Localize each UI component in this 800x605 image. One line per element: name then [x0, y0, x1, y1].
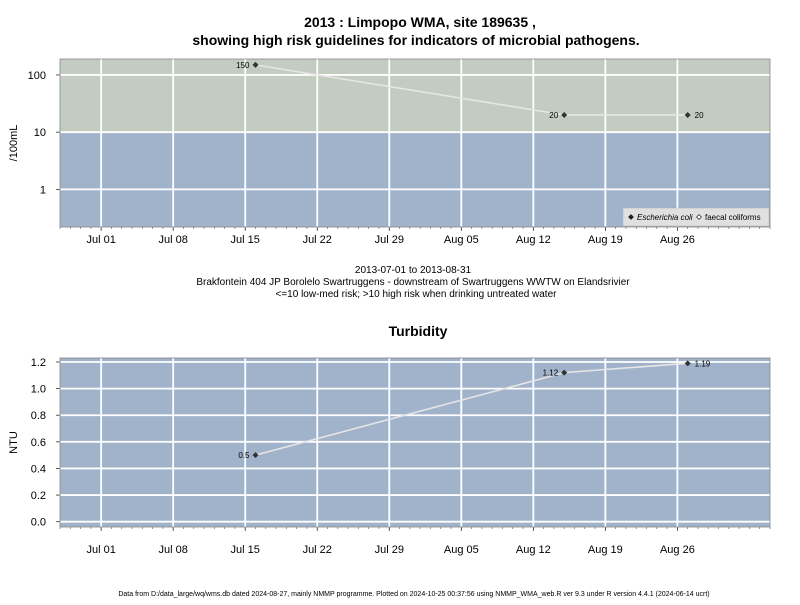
- x-tick-label: Jul 08: [159, 234, 188, 246]
- legend-marker-filled-diamond: [628, 214, 634, 220]
- data-point: [252, 61, 259, 68]
- y-tick-label: 0.6: [31, 437, 46, 449]
- x-tick-label: Jul 29: [375, 234, 404, 246]
- y-tick-label: 0.2: [31, 490, 46, 502]
- x-tick-label: Aug 05: [444, 234, 479, 246]
- x-tick-label: Jul 15: [231, 234, 260, 246]
- x-tick-label: Jul 15: [231, 544, 260, 556]
- data-label: 0.5: [238, 451, 250, 460]
- y-tick-label: 1.0: [31, 384, 46, 396]
- caption-site-description: Brakfontein 404 JP Borolelo Swartruggens…: [196, 277, 630, 288]
- caption-risk-note: <=10 low-med risk; >10 high risk when dr…: [276, 289, 558, 300]
- main-title-line1: 2013 : Limpopo WMA, site 189635 ,: [304, 14, 536, 30]
- y-tick-label: 0.0: [31, 517, 46, 529]
- data-point: [561, 369, 568, 376]
- y-tick-label: 0.4: [31, 463, 46, 475]
- y-axis-label: /100mL: [8, 125, 20, 162]
- data-point: [684, 111, 691, 118]
- data-label: 1.12: [543, 369, 559, 378]
- x-tick-label: Aug 19: [588, 234, 623, 246]
- legend-label: Escherichia coli: [637, 213, 693, 222]
- x-tick-label: Aug 12: [516, 234, 551, 246]
- x-tick-label: Aug 05: [444, 544, 479, 556]
- data-label: 1.19: [695, 359, 711, 368]
- x-tick-label: Aug 19: [588, 544, 623, 556]
- legend: Escherichia coli faecal coliforms: [622, 207, 770, 227]
- y-tick-label: 100: [28, 70, 46, 82]
- panel-title: Turbidity: [389, 323, 448, 339]
- ecoli-panel: Jul 01 Jul 08 Jul 15 Jul 22 Jul 29 Aug 05 Aug …: [8, 58, 771, 246]
- legend-marker-open-diamond: [696, 214, 702, 220]
- x-tick-label: Jul 01: [86, 234, 115, 246]
- caption-date-range: 2013-07-01 to 2013-08-31: [355, 265, 472, 276]
- y-axis-label: NTU: [8, 431, 20, 454]
- data-point: [561, 111, 568, 118]
- footer-text: Data from D:/data_large/wq/wms.db dated …: [118, 591, 709, 598]
- legend-box: [622, 207, 770, 227]
- x-tick-label: Jul 22: [303, 234, 332, 246]
- data-label: 20: [695, 111, 704, 120]
- main-title-line2: showing high risk guidelines for indicat…: [192, 32, 639, 48]
- legend-label: faecal coliforms: [705, 213, 761, 222]
- y-tick-label: 0.8: [31, 410, 46, 422]
- data-label: 150: [236, 61, 250, 70]
- data-point: [252, 452, 259, 459]
- x-tick-label: Jul 22: [303, 544, 332, 556]
- x-tick-label: Aug 12: [516, 544, 551, 556]
- data-label: 20: [549, 111, 558, 120]
- plot-border: [59, 58, 771, 228]
- plot-border: [59, 357, 771, 528]
- data-point: [684, 360, 691, 367]
- y-tick-label: 1: [40, 184, 46, 196]
- x-tick-label: Aug 26: [660, 544, 695, 556]
- x-tick-label: Jul 29: [375, 544, 404, 556]
- high-risk-band: [60, 59, 770, 133]
- y-tick-label: 1.2: [31, 357, 46, 369]
- x-tick-label: Jul 08: [159, 544, 188, 556]
- x-tick-label: Jul 01: [86, 544, 115, 556]
- turbidity-panel: Jul 01 Jul 08 Jul 15 Jul 22 Jul 29 Aug 05 Aug …: [8, 323, 771, 556]
- y-tick-label: 10: [34, 127, 46, 139]
- x-tick-label: Aug 26: [660, 234, 695, 246]
